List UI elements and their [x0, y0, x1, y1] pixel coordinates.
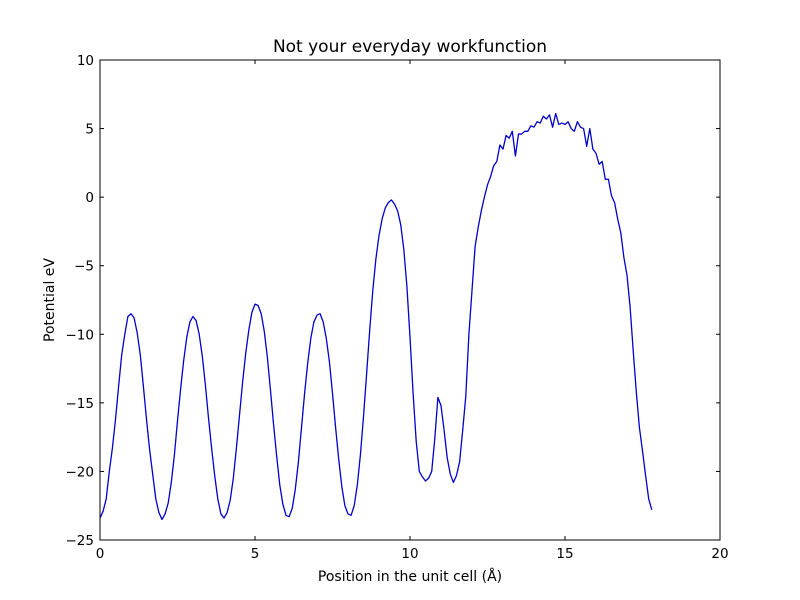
y-axis-label: Potential eV [42, 258, 58, 342]
axis-ticks: 0 5 10 15 20 −25 −20 −15 −10 −5 0 5 10 [66, 53, 729, 562]
y-tick-label: −5 [74, 259, 94, 275]
x-axis-label: Position in the unit cell (Å) [318, 568, 502, 585]
axes-frame [99, 59, 721, 541]
x-tick-label: 15 [556, 546, 573, 562]
series-line-potential [99, 112, 653, 521]
chart-title: Not your everyday workfunction [273, 37, 547, 57]
x-tick-label: 10 [401, 546, 418, 562]
y-tick-label: −10 [66, 327, 95, 343]
plot-area [99, 112, 653, 521]
x-tick-label: 0 [96, 546, 105, 562]
y-tick-label: 10 [77, 53, 94, 69]
y-tick-label: 0 [85, 190, 94, 206]
y-tick-label: −25 [66, 533, 95, 549]
y-tick-label: −15 [66, 396, 95, 412]
y-tick-label: −20 [66, 464, 95, 480]
x-tick-label: 5 [251, 546, 260, 562]
x-tick-label: 20 [711, 546, 728, 562]
y-tick-label: 5 [85, 122, 94, 138]
